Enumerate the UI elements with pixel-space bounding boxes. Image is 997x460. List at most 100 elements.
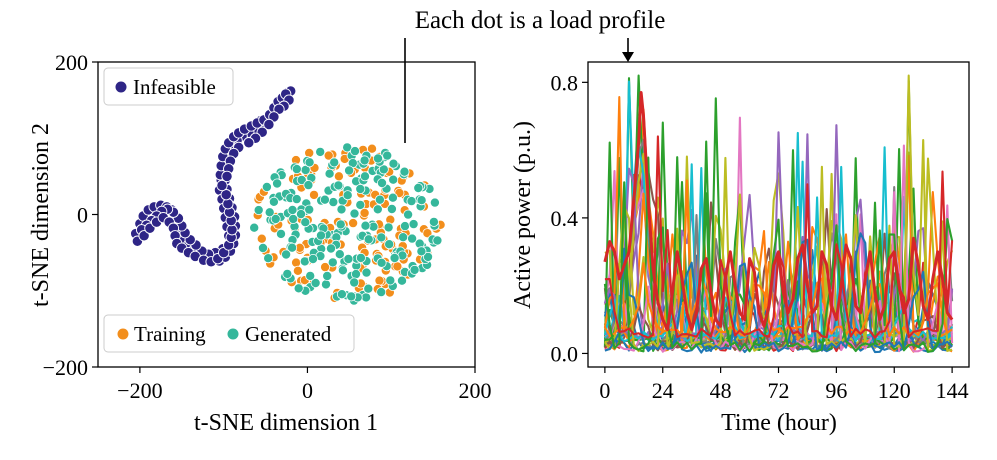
generated-point — [282, 268, 293, 279]
generated-point — [360, 220, 371, 231]
infeasible-point — [263, 118, 275, 131]
generated-point — [355, 183, 366, 194]
generated-point — [270, 213, 281, 224]
generated-point — [264, 207, 275, 218]
generated-point — [304, 157, 315, 168]
generated-point — [372, 153, 383, 164]
generated-point — [383, 222, 394, 233]
generated-point — [320, 279, 331, 290]
generated-point — [376, 177, 387, 188]
tsne-y-tick-label: −200 — [43, 355, 88, 380]
training-point — [292, 265, 303, 276]
generated-point — [336, 204, 347, 215]
generated-point — [310, 277, 321, 288]
training-point — [308, 189, 319, 200]
legend-label-training: Training — [134, 322, 206, 346]
generated-point — [349, 208, 360, 219]
infeasible-point — [216, 179, 228, 192]
generated-point — [349, 277, 360, 288]
load-y-tick-label: 0.8 — [551, 70, 579, 95]
generated-point — [268, 196, 279, 207]
generated-point — [337, 265, 348, 276]
generated-point — [328, 197, 339, 208]
generated-point — [359, 155, 370, 166]
annotation-text: Each dot is a load profile — [415, 7, 666, 34]
generated-point — [253, 205, 264, 216]
generated-point — [275, 228, 286, 239]
generated-point — [325, 243, 336, 254]
generated-point — [385, 275, 396, 286]
annotation-arrow-head — [622, 52, 634, 62]
tsne-x-tick-label: 200 — [459, 378, 492, 403]
generated-point — [307, 253, 318, 264]
generated-point — [399, 221, 410, 232]
generated-point — [376, 232, 387, 243]
generated-point — [287, 242, 298, 253]
generated-point — [293, 283, 304, 294]
generated-point — [416, 195, 427, 206]
tsne-scatter-panel: −200 0 200 −200 0 200 t-SNE dimension 1 t-SNE… — [28, 50, 492, 436]
generated-point — [388, 158, 399, 169]
generated-point — [291, 164, 302, 175]
load-profile-line — [603, 262, 953, 338]
load-profile-panel: 0 24 48 72 96 120 144 0.0 0.4 0.8 Time (hour) Act… — [510, 61, 970, 436]
generated-point — [304, 204, 315, 215]
load-profile-line — [603, 97, 954, 353]
generated-point — [303, 180, 314, 191]
generated-point — [398, 232, 409, 243]
tsne-x-axis-label: t-SNE dimension 1 — [194, 410, 378, 436]
generated-point — [281, 249, 292, 260]
generated-point — [388, 174, 399, 185]
load-x-axis-label: Time (hour) — [721, 410, 837, 436]
infeasible-point — [221, 170, 233, 183]
generated-point — [343, 253, 354, 264]
tsne-x-tick-label: 0 — [302, 378, 313, 403]
generated-point — [403, 209, 414, 220]
generated-point — [272, 178, 283, 189]
load-x-tick-label: 72 — [768, 378, 790, 403]
generated-point — [428, 216, 439, 227]
generated-point — [344, 165, 355, 176]
generated-point — [361, 267, 372, 278]
tsne-x-tick-label: −200 — [117, 378, 162, 403]
generated-point — [342, 190, 353, 201]
generated-point — [422, 251, 433, 262]
generated-point — [378, 164, 389, 175]
generated-point — [327, 257, 338, 268]
generated-point — [319, 194, 330, 205]
generated-point — [263, 253, 274, 264]
generated-point — [396, 275, 407, 286]
training-point — [323, 150, 334, 161]
generated-point — [387, 192, 398, 203]
generated-point — [432, 235, 443, 246]
training-point — [333, 171, 344, 182]
load-x-tick-label: 48 — [710, 378, 732, 403]
load-profile-highlight-line — [603, 91, 954, 332]
generated-point — [361, 292, 372, 303]
generated-point — [374, 194, 385, 205]
load-x-tick-label: 120 — [878, 378, 911, 403]
generated-point — [300, 217, 311, 228]
generated-point — [335, 219, 346, 230]
generated-point — [406, 196, 417, 207]
legend-marker-training — [117, 328, 129, 340]
load-x-tick-label: 24 — [652, 378, 674, 403]
tsne-y-tick-label: 200 — [55, 50, 88, 75]
training-point — [374, 275, 385, 286]
generated-point — [257, 242, 268, 253]
generated-point — [322, 270, 333, 281]
training-point — [366, 143, 377, 154]
generated-point — [336, 289, 347, 300]
generated-point — [261, 181, 272, 192]
training-point — [348, 218, 359, 229]
training-point — [256, 233, 267, 244]
generated-point — [407, 233, 418, 244]
generated-point — [295, 209, 306, 220]
infeasible-point — [138, 230, 150, 242]
generated-point — [413, 182, 424, 193]
generated-point — [324, 168, 335, 179]
load-x-tick-label: 0 — [599, 378, 610, 403]
generated-point — [376, 257, 387, 268]
generated-point — [349, 146, 360, 157]
